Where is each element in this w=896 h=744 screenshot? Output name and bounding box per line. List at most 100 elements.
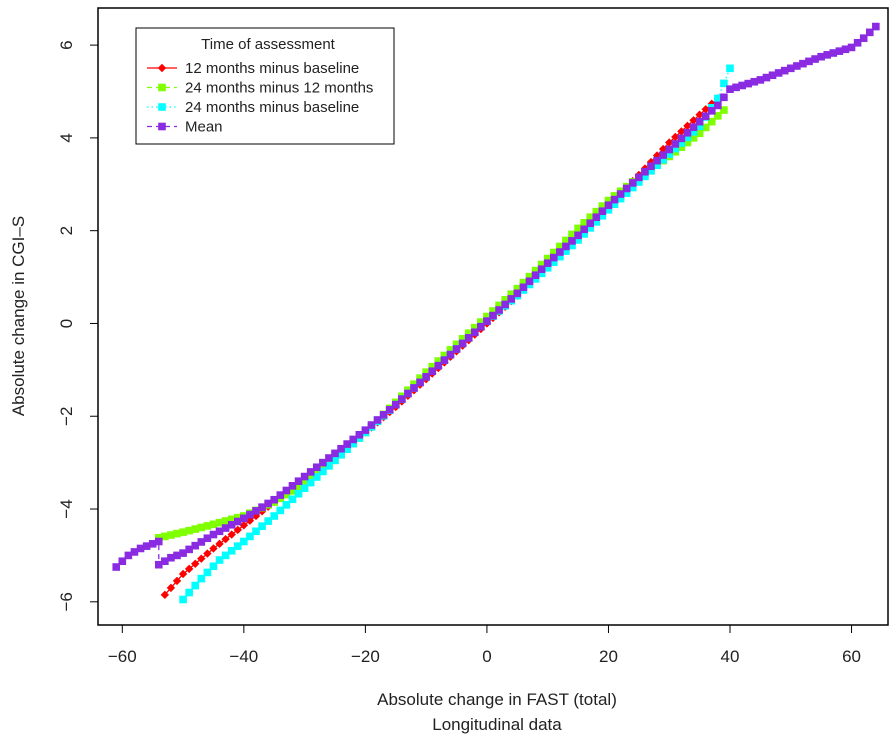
data-point [355,430,364,439]
data-point [531,271,540,280]
data-point [270,512,279,520]
data-point [470,328,479,337]
data-point [184,564,194,574]
data-point [282,486,291,495]
data-point [246,532,254,541]
data-point [385,405,394,414]
data-point [410,384,418,392]
data-point [549,258,558,267]
data-point [580,225,588,234]
data-point [829,49,838,57]
data-point [701,112,710,121]
data-point [179,549,187,557]
data-point [154,560,163,569]
data-point [361,426,370,434]
data-point [422,373,430,381]
y-axis-label: Absolute change in CGI–S [9,216,28,416]
data-point [841,45,850,54]
data-point [233,525,242,535]
data-point [191,581,200,590]
series-layer [112,22,880,604]
data-point [209,544,218,553]
data-point [604,201,613,209]
x-axis: −60 −40 −20 0 20 40 60 [108,625,861,666]
data-point [604,196,613,205]
legend-swatch-marker [158,83,166,92]
data-point [683,128,692,137]
x-tick-label: −60 [108,647,137,666]
data-point [683,121,692,131]
data-point [622,189,631,197]
data-point [683,138,692,147]
data-point [817,52,825,61]
data-point [495,301,503,310]
data-point [683,133,692,142]
data-point [543,263,552,272]
data-point [507,295,516,303]
data-point [714,101,722,110]
data-point [707,107,716,115]
data-point [185,545,193,554]
data-point [221,524,230,532]
data-point [294,477,303,485]
data-point [616,194,625,203]
legend-swatch-marker [157,63,167,73]
data-point [440,356,449,364]
data-point [282,490,291,499]
data-point [464,329,473,338]
data-point [653,156,661,165]
data-point [549,248,558,257]
data-point [859,34,868,42]
data-point [477,322,485,331]
data-point [695,122,704,131]
data-point [695,110,704,119]
legend-label: 24 months minus baseline [185,99,359,116]
data-point [458,334,467,343]
data-point [598,202,607,210]
data-point [537,269,546,278]
data-point [592,213,601,222]
plot-frame [97,7,889,626]
data-point [161,557,169,566]
legend-item: 24 months minus 12 months [147,80,373,97]
legend-label: 24 months minus 12 months [185,80,373,97]
data-point [270,495,279,504]
data-point [319,467,327,476]
data-point [556,248,564,256]
data-point [665,150,674,158]
data-point [258,503,266,511]
data-point [622,184,631,193]
data-point [452,340,461,349]
data-point [707,99,716,109]
data-point [142,542,151,550]
data-point [203,534,212,543]
data-point [252,507,260,515]
data-point [786,64,795,73]
data-point [331,449,339,458]
data-point [173,551,181,560]
data-point [513,284,522,293]
data-point [203,522,212,530]
data-point [112,563,121,571]
data-point [258,522,266,530]
data-point [701,123,710,132]
data-point [300,472,309,481]
data-point [671,140,680,148]
legend-title: Time of assessment [201,36,335,53]
data-point [312,473,321,481]
data-point [604,206,613,214]
data-point [689,123,698,132]
data-point [562,242,570,251]
data-point [191,541,200,550]
data-point [495,306,503,314]
data-point [221,534,230,544]
data-point [282,501,291,509]
y-tick-label: 2 [57,226,76,235]
data-point [373,416,382,424]
data-point [294,489,303,498]
data-point [774,69,783,77]
data-point [671,144,680,153]
legend: Time of assessment 12 months minus basel… [135,27,395,145]
data-point [312,463,321,472]
